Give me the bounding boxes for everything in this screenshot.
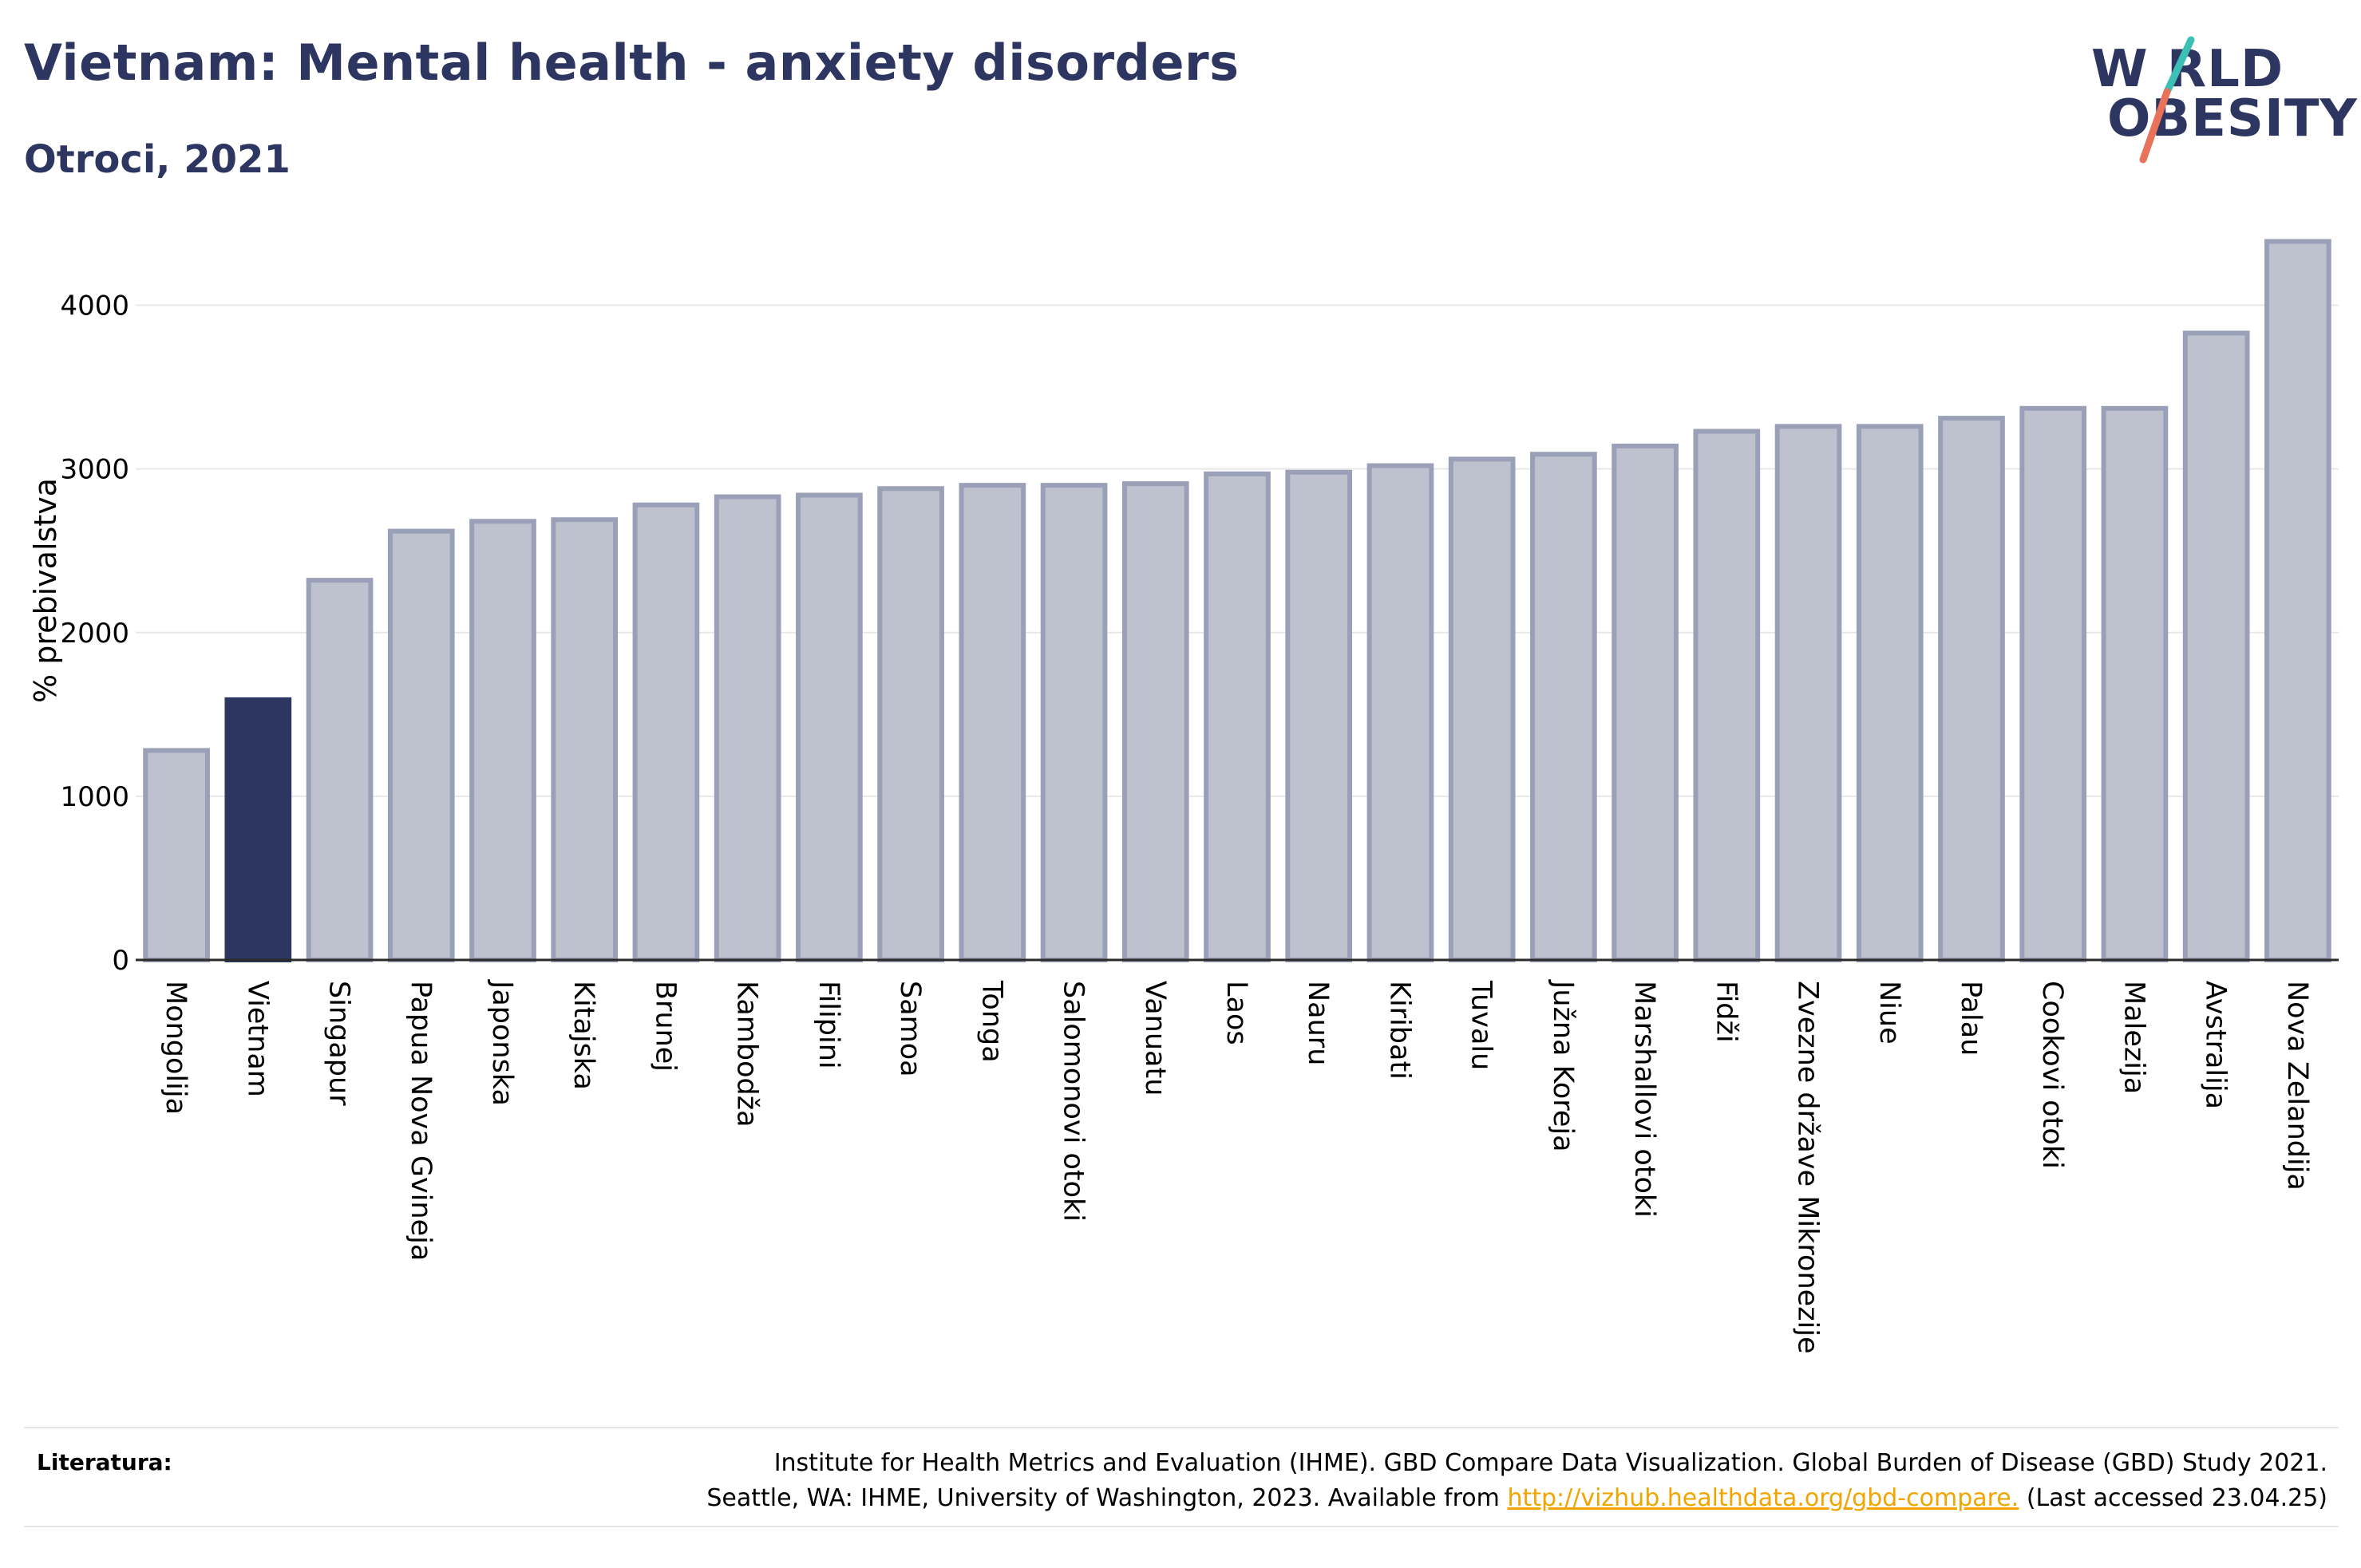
bar-23 — [2019, 405, 2087, 962]
bar-25 — [2182, 330, 2250, 962]
x-tick-label: Zvezne države Mikronezije — [1792, 981, 1824, 1354]
references-label: Literatura: — [37, 1449, 172, 1475]
references-line2-post: (Last accessed 23.04.25) — [2026, 1484, 2327, 1512]
x-tick-label: Palau — [1955, 981, 1987, 1056]
x-tick-label: Fidži — [1710, 981, 1742, 1043]
bar-7 — [714, 494, 781, 962]
footer-divider-top — [24, 1427, 2339, 1428]
chart-subtitle: Otroci, 2021 — [24, 137, 291, 182]
y-tick-label: 2000 — [60, 618, 129, 650]
references-line1: Institute for Health Metrics and Evaluat… — [773, 1449, 2327, 1477]
bar-20 — [1774, 424, 1842, 962]
bar-6 — [632, 502, 700, 962]
bar-2 — [306, 578, 374, 962]
bar-12 — [1121, 481, 1189, 962]
y-tick-label: 0 — [112, 945, 129, 977]
bar-19 — [1693, 429, 1761, 962]
x-tick-label: Niue — [1873, 981, 1905, 1045]
x-tick-label: Tuvalu — [1465, 980, 1497, 1070]
x-tick-label: Japonska — [486, 979, 518, 1106]
x-tick-label: Singapur — [323, 981, 355, 1106]
bar-0 — [143, 748, 210, 962]
x-tick-label: Kiribati — [1383, 981, 1415, 1080]
bar-22 — [1938, 416, 2005, 962]
y-tick-label: 1000 — [60, 781, 129, 813]
footer-divider-bottom — [24, 1526, 2339, 1527]
references-text: Institute for Health Metrics and Evaluat… — [706, 1446, 2327, 1516]
x-tick-label: Laos — [1220, 981, 1252, 1045]
x-tick-label: Nauru — [1302, 981, 1334, 1065]
bar-5 — [551, 517, 619, 962]
x-tick-label: Vietnam — [241, 981, 273, 1097]
references-line2-pre: Seattle, WA: IHME, University of Washing… — [706, 1484, 1500, 1512]
references-line2: Seattle, WA: IHME, University of Washing… — [706, 1481, 2327, 1516]
bar-14 — [1285, 469, 1353, 962]
bar-9 — [877, 486, 944, 962]
bar-10 — [959, 483, 1026, 962]
bar-8 — [796, 492, 863, 962]
x-tick-label: Avstralija — [2200, 981, 2232, 1109]
x-tick-label: Južna Koreja — [1547, 979, 1579, 1152]
bar-3 — [387, 528, 455, 962]
bar-1 — [224, 697, 292, 963]
world-obesity-logo: W RLD OBESITY — [2075, 24, 2357, 168]
x-tick-label: Filipini — [813, 981, 844, 1069]
bar-chart: 0 1000 2000 3000 4000 % prebivalstva Mongolija… — [28, 239, 2339, 1354]
x-tick-label: Kambodža — [731, 981, 763, 1128]
bar-18 — [1612, 443, 1679, 962]
x-tick-label: Papua Nova Gvineja — [405, 981, 437, 1261]
bar-21 — [1856, 424, 1924, 962]
chart-title: Vietnam: Mental health - anxiety disorde… — [24, 34, 1240, 92]
y-tick-label: 4000 — [60, 290, 129, 322]
x-tick-label: Samoa — [894, 981, 926, 1077]
bar-4 — [469, 519, 536, 962]
x-tick-label: Kitajska — [568, 981, 599, 1090]
x-tick-label: Mongolija — [160, 981, 192, 1115]
x-tick-label: Vanuatu — [1139, 981, 1171, 1096]
y-axis-label: % prebivalstva — [28, 478, 63, 703]
references-link[interactable]: http://vizhub.healthdata.org/gbd-compare… — [1507, 1484, 2019, 1512]
bar-16 — [1448, 456, 1516, 962]
x-tick-label: Malezija — [2118, 981, 2149, 1094]
bar-15 — [1366, 463, 1434, 962]
x-tick-label: Salomonovi otoki — [1058, 981, 1090, 1222]
bar-13 — [1204, 471, 1271, 962]
x-tick-label: Cookovi otoki — [2036, 981, 2068, 1169]
bar-24 — [2101, 405, 2169, 962]
bar-11 — [1040, 483, 1108, 962]
logo-slash-icon — [2139, 36, 2195, 164]
bar-26 — [2264, 239, 2331, 963]
y-tick-label: 3000 — [60, 454, 129, 486]
bar-17 — [1530, 452, 1597, 962]
x-tick-label: Nova Zelandija — [2281, 981, 2313, 1191]
x-tick-label: Marshallovi otoki — [1628, 981, 1660, 1218]
x-tick-label: Tonga — [975, 980, 1007, 1063]
x-tick-label: Brunej — [649, 981, 681, 1072]
